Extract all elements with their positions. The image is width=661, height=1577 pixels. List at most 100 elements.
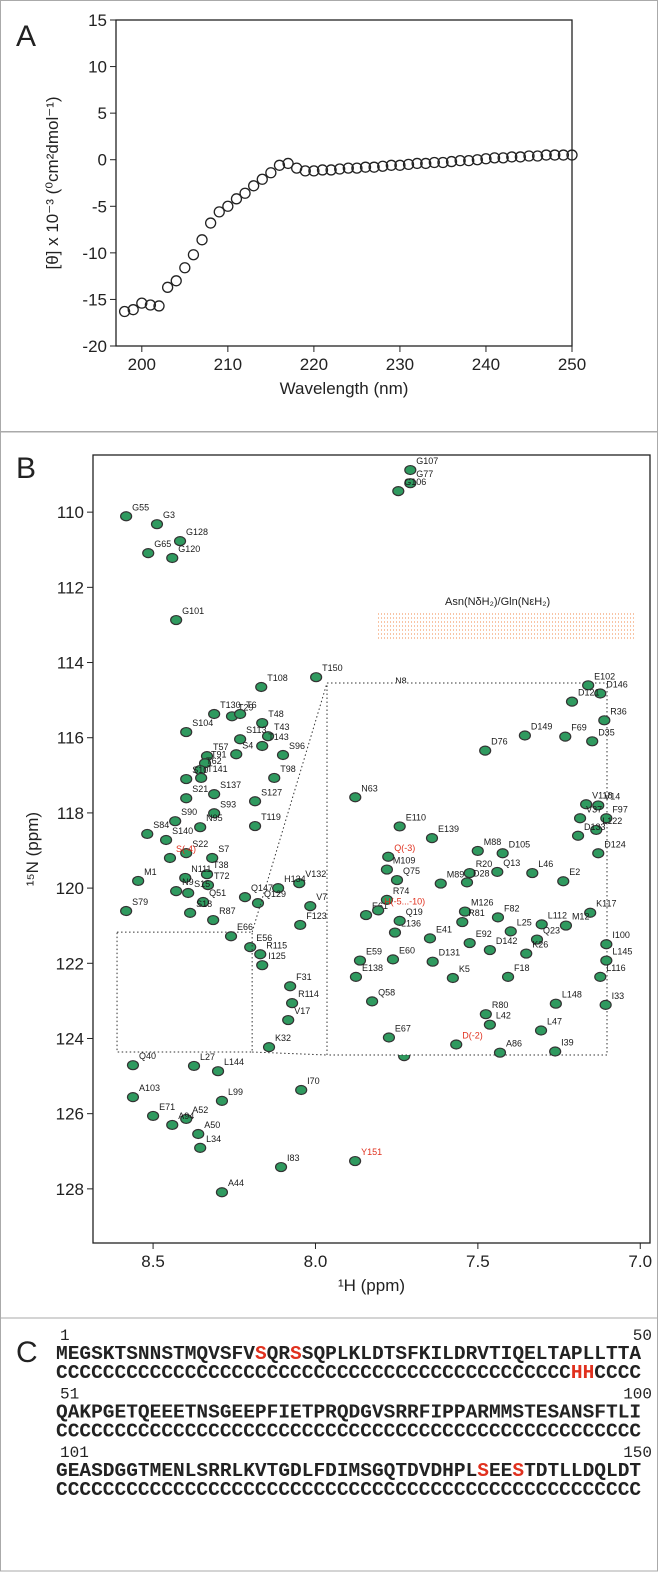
peak	[272, 882, 285, 894]
y-axis-title: ¹⁵N (ppm)	[23, 812, 42, 886]
peak-label: K5	[459, 964, 470, 974]
peak	[294, 919, 307, 931]
data-point	[428, 156, 440, 169]
data-point	[118, 305, 131, 318]
peak	[256, 960, 269, 971]
peak	[141, 828, 154, 840]
peak	[224, 931, 238, 942]
peak-label: I70	[307, 1076, 320, 1086]
peak-label: N63	[361, 783, 378, 793]
peak-label: R81	[468, 908, 485, 918]
peak-label: L122	[602, 816, 622, 826]
sequence-segment: TDTLLDQLDT	[524, 1460, 641, 1482]
peak-label: F69	[571, 723, 587, 733]
y-axis-title: [θ] x 10⁻³ (⁰cm²dmol⁻¹)	[43, 96, 62, 269]
peak-label: M12	[572, 912, 590, 922]
peak-label: A103	[139, 1083, 160, 1093]
sequence-segment: S	[255, 1343, 267, 1365]
peak-label: G65	[154, 539, 171, 549]
peak	[559, 731, 572, 742]
peak	[284, 981, 297, 992]
data-point	[230, 193, 243, 205]
peak	[535, 919, 548, 930]
data-point	[411, 157, 423, 170]
peak-label: D149	[531, 721, 553, 731]
y-tick-label: 114	[57, 654, 84, 673]
peak	[423, 933, 437, 944]
peak-label: L148	[562, 990, 582, 1000]
peak	[425, 832, 439, 844]
data-point	[506, 151, 518, 163]
peak	[479, 1009, 492, 1020]
peak-label: E56	[256, 933, 272, 943]
peak	[463, 937, 476, 949]
peak-label: V132	[305, 869, 326, 879]
peak-label: E102	[594, 671, 615, 681]
panel-label: C	[16, 1336, 38, 1369]
peak	[372, 905, 385, 916]
peak	[261, 731, 275, 742]
peak-label: V17	[294, 1006, 310, 1016]
peak	[142, 548, 155, 559]
y-tick-label: 120	[56, 879, 84, 898]
peak	[295, 1084, 308, 1096]
peak	[565, 696, 579, 707]
sequence-row: QAKPGETQEEETNSGEEPFIETPRQDGVSRRFIPPARMMS…	[56, 1402, 641, 1424]
peak	[166, 1119, 179, 1131]
data-point	[420, 157, 432, 170]
peak	[549, 998, 562, 1009]
peak	[463, 867, 476, 879]
peak-label: N8	[395, 676, 407, 686]
peak	[594, 971, 607, 982]
peak-label: K26	[532, 940, 548, 950]
peak-label: F18	[514, 963, 530, 973]
peak-label: D121	[578, 688, 600, 698]
peak	[194, 1142, 207, 1153]
structure-row: CCCCCCCCCCCCCCCCCCCCCCCCCCCCCCCCCCCCCCCC…	[56, 1421, 641, 1443]
peak	[132, 875, 145, 887]
residue-number: 150	[623, 1444, 652, 1462]
data-point	[136, 297, 148, 309]
peak	[456, 916, 469, 928]
peak-label: Q58	[378, 987, 395, 997]
peak	[426, 956, 439, 967]
peak-label: I39	[561, 1038, 574, 1048]
peak	[208, 708, 221, 720]
sequence-row: MEGSKTSNNSTMQVSFVSQRSSQPLKLDTSFKILDRVTIQ…	[56, 1343, 641, 1365]
peak-label: A44	[228, 1178, 244, 1188]
peak-label: D28	[473, 868, 490, 878]
peak-label: L112	[548, 910, 567, 920]
x-tick-label: 230	[386, 355, 414, 374]
data-point	[437, 156, 449, 169]
peak	[170, 886, 183, 897]
x-tick-label: 210	[214, 355, 242, 374]
panel-c-border	[0, 1317, 658, 1572]
peak	[282, 1014, 295, 1026]
data-point	[196, 234, 208, 246]
peak-label: A50	[204, 1120, 220, 1130]
y-tick-label: 118	[57, 804, 84, 823]
peak-label: S10	[192, 765, 208, 775]
peak	[197, 896, 210, 908]
peak-label: M89	[447, 870, 465, 880]
data-point	[239, 187, 251, 199]
peak-label: T6	[246, 700, 257, 710]
peak-label: A94	[178, 1111, 194, 1121]
data-point	[342, 162, 354, 174]
peak-label: I125	[268, 951, 286, 961]
x-axis-title: ¹H (ppm)	[338, 1276, 405, 1295]
peak	[348, 1155, 362, 1167]
peak-label: L27	[200, 1052, 215, 1062]
peak-label: I100	[612, 930, 630, 940]
peak	[120, 905, 133, 917]
data-point	[523, 150, 535, 162]
peak	[256, 717, 269, 729]
data-point	[402, 158, 415, 171]
peak	[359, 909, 373, 921]
plot-frame	[115, 19, 573, 347]
peak	[404, 478, 417, 489]
data-point	[248, 180, 260, 192]
x-tick-label: 240	[472, 355, 500, 374]
peak-label: T108	[267, 673, 288, 683]
peak	[496, 848, 509, 859]
